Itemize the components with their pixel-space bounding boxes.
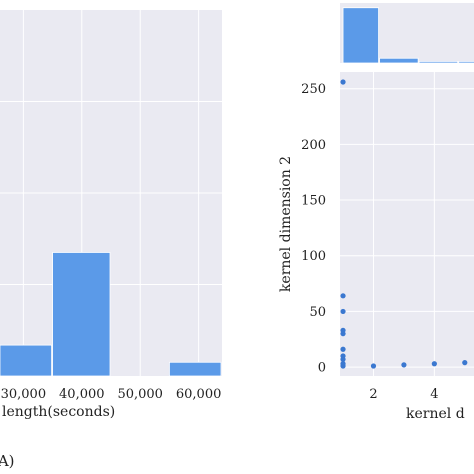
histogram-x-tick-label: 40,000 xyxy=(59,387,105,402)
scatter-points xyxy=(340,79,468,369)
scatter-point xyxy=(340,331,346,337)
histogram-bars xyxy=(0,252,222,377)
scatter-point xyxy=(401,362,407,368)
scatter-point xyxy=(340,356,346,362)
scatter-point xyxy=(340,346,346,352)
histogram-panel: 30,000 40,000 50,000 60,000 length(seconds) xyxy=(0,10,222,420)
scatter-point xyxy=(340,293,346,299)
scatter-y-tick-label: 0 xyxy=(318,361,326,376)
scatter-plot-area xyxy=(340,72,474,376)
histogram-grid xyxy=(0,10,222,376)
marginal-bar xyxy=(379,57,419,64)
scatter-point xyxy=(340,308,346,315)
scatter-y-ticks: 0 50 100 150 200 250 xyxy=(301,82,326,375)
marginal-bar xyxy=(458,61,474,64)
scatter-y-tick-label: 150 xyxy=(301,194,326,209)
histogram-x-label: length(seconds) xyxy=(2,404,115,420)
scatter-y-tick-label: 200 xyxy=(301,138,326,153)
histogram-x-tick-label: 60,000 xyxy=(176,387,222,402)
scatter-point xyxy=(370,363,377,369)
scatter-y-tick-label: 50 xyxy=(309,305,326,320)
scatter-point xyxy=(431,361,437,367)
scatter-point xyxy=(340,79,346,85)
scatter-point xyxy=(340,363,346,369)
histogram-x-tick-label: 50,000 xyxy=(117,387,163,402)
histogram-bar xyxy=(0,344,52,377)
marginal-histogram-bars xyxy=(342,7,474,64)
scatter-y-label: kernel dimension 2 xyxy=(278,156,294,292)
histogram-x-tick-label: 30,000 xyxy=(1,387,47,402)
histogram-bar xyxy=(52,252,111,377)
scatter-y-tick-label: 100 xyxy=(301,249,326,264)
scatter-x-label: kernel d xyxy=(406,406,465,422)
histogram-bar xyxy=(169,361,222,377)
scatter-y-tick-label: 250 xyxy=(301,82,326,97)
scatter-x-tick-label: 2 xyxy=(369,387,377,402)
scatter-grid xyxy=(340,72,474,376)
scatter-x-tick-label: 4 xyxy=(430,387,438,402)
scatter-point xyxy=(462,360,468,366)
histogram-x-ticks: 30,000 40,000 50,000 60,000 xyxy=(1,387,222,402)
marginal-bar xyxy=(418,61,459,64)
panel-label: (A) xyxy=(0,452,15,470)
marginal-bar xyxy=(342,7,379,64)
